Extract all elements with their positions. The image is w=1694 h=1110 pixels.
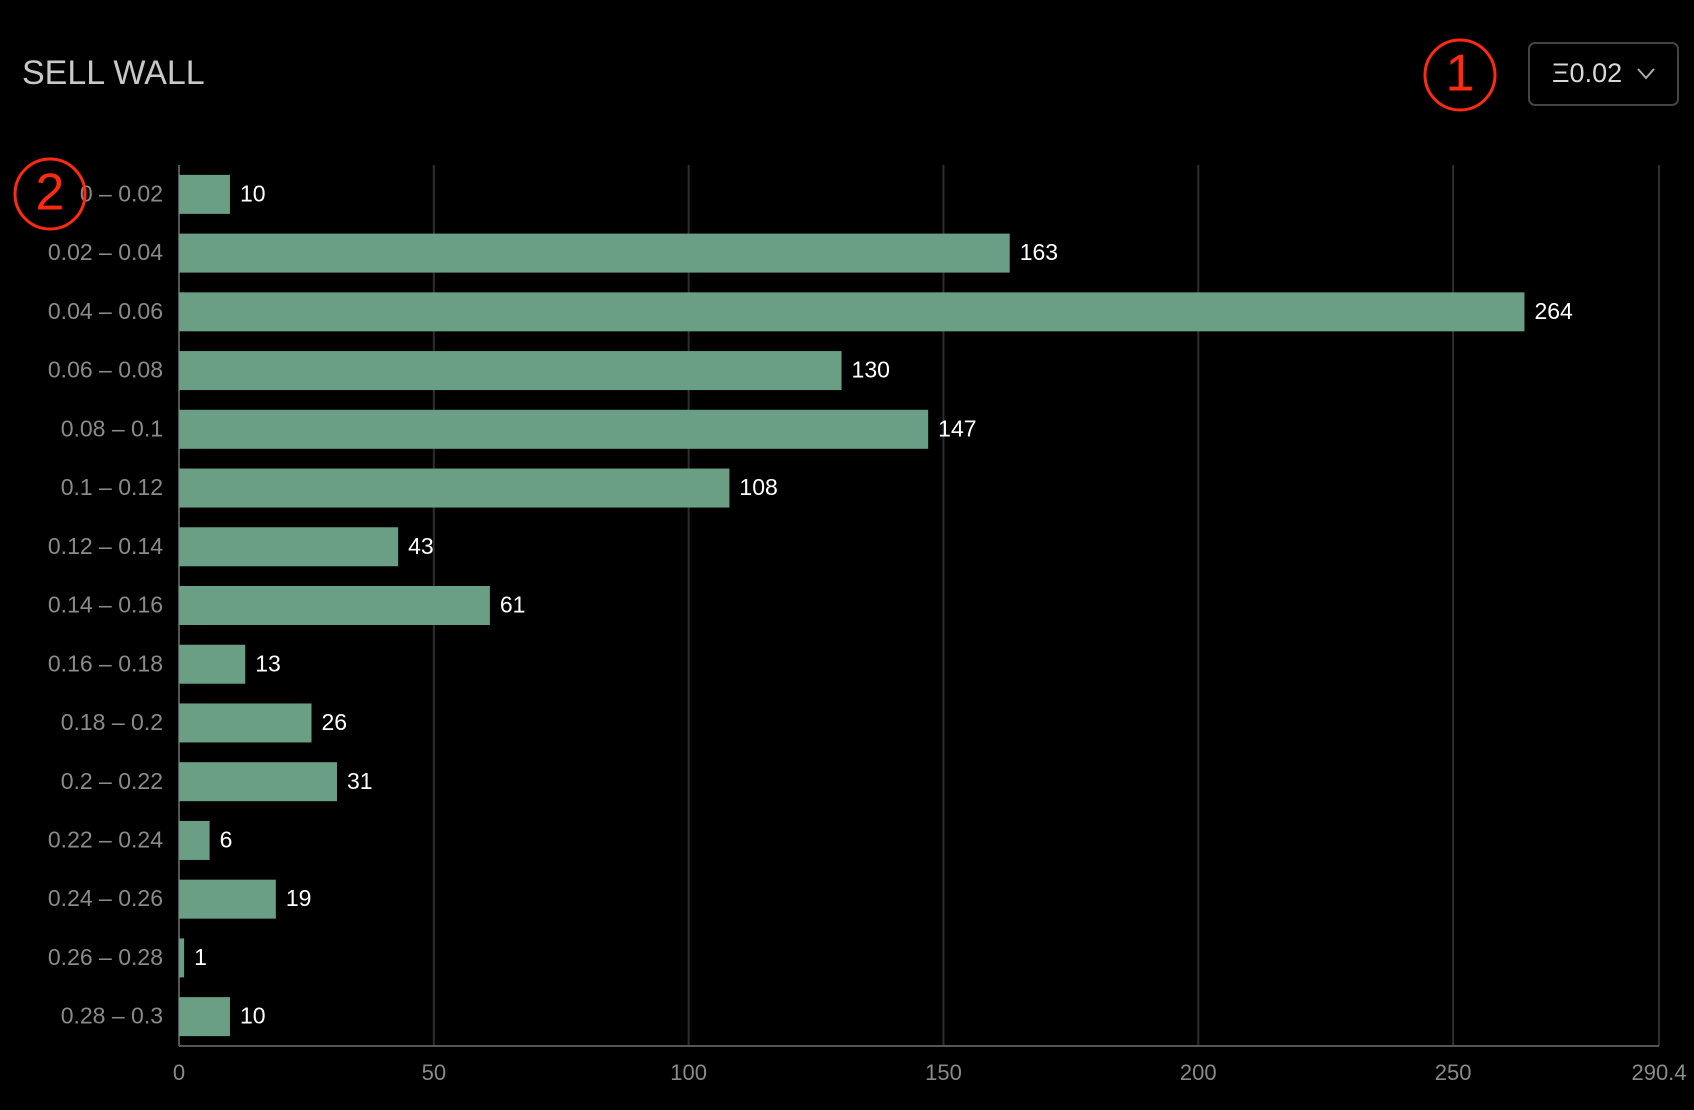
bar bbox=[179, 351, 842, 391]
y-tick-label: 0.06 – 0.08 bbox=[48, 357, 163, 383]
y-tick-label: 0.1 – 0.12 bbox=[61, 474, 163, 500]
y-tick-label: 0.16 – 0.18 bbox=[48, 650, 163, 676]
y-tick-label: 0.08 – 0.1 bbox=[61, 415, 163, 441]
dropdown-box[interactable] bbox=[1528, 42, 1679, 106]
bar bbox=[179, 762, 337, 802]
y-tick-label: 0.02 – 0.04 bbox=[48, 239, 163, 265]
x-tick-label: 150 bbox=[925, 1060, 962, 1085]
bar bbox=[179, 703, 312, 743]
y-tick-label: 0.14 – 0.16 bbox=[48, 592, 163, 618]
y-tick-label: 0.26 – 0.28 bbox=[48, 944, 163, 970]
plot: 0 50 100 150 200 250 290.4 0 – 0.02 10 0.02 – 0.0… bbox=[48, 165, 1687, 1085]
value-label: 147 bbox=[938, 415, 976, 441]
x-tick-label: 290.4 bbox=[1631, 1060, 1686, 1085]
bar bbox=[179, 409, 929, 449]
dropdown-chevron bbox=[1637, 68, 1655, 80]
bar bbox=[179, 292, 1525, 332]
y-tick-label: 0.28 – 0.3 bbox=[61, 1003, 163, 1029]
y-tick-label: 0.18 – 0.2 bbox=[61, 709, 163, 735]
bar bbox=[179, 468, 730, 508]
annotation-circle bbox=[1423, 38, 1497, 112]
bar bbox=[179, 174, 230, 214]
y-tick-label: 0.2 – 0.22 bbox=[61, 768, 163, 794]
value-label: 43 bbox=[408, 533, 434, 559]
bar bbox=[179, 644, 246, 684]
dropdown-label[interactable]: Ξ0.02 bbox=[1552, 58, 1622, 88]
y-tick-label: 0.12 – 0.14 bbox=[48, 533, 163, 559]
x-tick-label: 0 bbox=[173, 1060, 185, 1085]
value-label: 10 bbox=[240, 1003, 266, 1029]
bar bbox=[179, 938, 185, 978]
y-tick-label: 0 – 0.02 bbox=[80, 180, 163, 206]
value-label: 10 bbox=[240, 180, 266, 206]
annotation-label: 1 bbox=[1446, 45, 1475, 103]
annotation-circle bbox=[13, 157, 87, 231]
bar bbox=[179, 820, 210, 860]
value-label: 6 bbox=[220, 827, 233, 853]
value-label: 130 bbox=[852, 357, 890, 383]
bar bbox=[179, 997, 230, 1037]
value-label: 31 bbox=[347, 768, 373, 794]
value-label: 26 bbox=[322, 709, 348, 735]
annotation-label: 2 bbox=[36, 164, 65, 222]
value-label: 264 bbox=[1534, 298, 1573, 324]
dropdown[interactable]: Ξ0.02 bbox=[1528, 42, 1679, 106]
x-tick-label: 100 bbox=[670, 1060, 707, 1085]
y-tick-label: 0.24 – 0.26 bbox=[48, 885, 163, 911]
chart-title: SELL WALL bbox=[22, 54, 205, 92]
bar bbox=[179, 233, 1010, 273]
y-tick-label: 0.22 – 0.24 bbox=[48, 827, 163, 853]
value-label: 108 bbox=[739, 474, 777, 500]
bar bbox=[179, 879, 276, 919]
y-tick-label: 0.04 – 0.06 bbox=[48, 298, 163, 324]
x-tick-label: 50 bbox=[422, 1060, 446, 1085]
value-label: 61 bbox=[500, 592, 526, 618]
bar bbox=[179, 527, 399, 567]
value-label: 163 bbox=[1020, 239, 1058, 265]
bar bbox=[179, 586, 490, 625]
value-label: 13 bbox=[255, 650, 281, 676]
x-tick-label: 250 bbox=[1435, 1060, 1472, 1085]
value-label: 1 bbox=[194, 944, 207, 970]
x-tick-label: 200 bbox=[1180, 1060, 1217, 1085]
value-label: 19 bbox=[286, 885, 312, 911]
